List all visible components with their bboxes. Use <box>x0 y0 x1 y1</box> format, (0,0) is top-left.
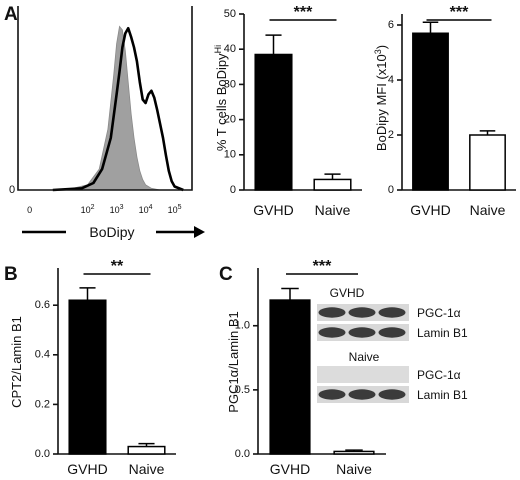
y-tick-label: 50 <box>224 8 236 20</box>
histogram-y-tick-0: 0 <box>9 184 15 196</box>
y-tick-label: 30 <box>224 78 236 90</box>
bar-chart-cpt2: CPT2/Lamin B1 0.0 0.2 0.4 0.6 GVHD Naive ** <box>9 258 176 477</box>
histogram-black-line-series <box>52 26 184 192</box>
blot-band <box>378 389 406 400</box>
blot-label-naive-laminb1: Lamin B1 <box>417 388 468 402</box>
bar-chart-cpt2-ylabel: CPT2/Lamin B1 <box>9 316 24 408</box>
histogram-x-tick-label: 102 <box>81 204 95 215</box>
category-label-gvhd: GVHD <box>270 461 310 477</box>
bar-chart-percent-bodipy: % T cells BoDipyHi 0 10 20 30 40 50 GVHD Naive *… <box>213 4 362 218</box>
y-tick-label: 0 <box>230 184 236 196</box>
histogram-x-tick-label: 105 <box>168 204 182 215</box>
significance-stars: *** <box>294 4 313 21</box>
blot-band <box>378 307 406 318</box>
category-label-gvhd: GVHD <box>67 461 107 477</box>
y-tick-label: 0.0 <box>35 448 50 460</box>
blot-band <box>318 389 346 400</box>
y-tick-label: 0.5 <box>235 384 250 396</box>
category-label-gvhd: GVHD <box>253 202 293 218</box>
category-label-naive: Naive <box>336 461 372 477</box>
y-tick-label: 0.0 <box>235 448 250 460</box>
panel-letter-c: C <box>219 264 233 285</box>
y-tick-label: 0.4 <box>35 349 50 361</box>
histogram-axes <box>17 6 193 191</box>
blot-bands <box>318 307 406 400</box>
category-label-naive: Naive <box>470 202 506 218</box>
blot-group-title-naive: Naive <box>349 350 380 364</box>
blot-strip-naive-pgc1a <box>317 366 409 383</box>
bar-chart-percent-ylabel: % T cells BoDipyHi <box>213 45 229 151</box>
bar-chart-bodipy-mfi: BoDipy MFI (x103) 0 2 4 6 GVHD Naive *** <box>373 4 516 218</box>
blot-band <box>348 389 376 400</box>
bar-naive <box>127 445 166 455</box>
y-tick-label: 0 <box>388 184 394 196</box>
histogram-x-tick-label: 0 <box>27 205 32 215</box>
western-blot-inset: GVHD PGC-1α Lamin B1 Naive PGC-1α Lamin … <box>317 286 468 403</box>
bar-chart-mfi-ylabel: BoDipy MFI (x103) <box>373 45 389 151</box>
y-tick-label: 2 <box>388 129 394 141</box>
bar-naive <box>313 178 352 191</box>
panel-letter-b: B <box>4 264 18 285</box>
bar-naive <box>333 450 375 455</box>
y-tick-label: 10 <box>224 149 236 161</box>
bar-gvhd <box>254 53 293 191</box>
panel-letter-a: A <box>4 4 18 25</box>
histogram-xlabel: BoDipy <box>89 224 134 240</box>
significance-stars: ** <box>111 258 124 275</box>
histogram-panel: 0 0 102 103 104 105 BoDipy <box>9 6 205 240</box>
histogram-xlabel-arrow-icon <box>194 226 205 238</box>
bar-chart-pgc1a-ylabel: PGC1α/Lamin B1 <box>226 311 241 412</box>
bar-gvhd <box>412 32 449 191</box>
blot-band <box>348 327 376 338</box>
significance-stars: *** <box>313 258 332 275</box>
category-label-gvhd: GVHD <box>410 202 450 218</box>
histogram-x-tick-labels: 0 102 103 104 105 <box>27 204 182 215</box>
blot-label-gvhd-pgc1a: PGC-1α <box>417 306 461 320</box>
y-tick-label: 4 <box>388 74 394 86</box>
y-tick-label: 20 <box>224 114 236 126</box>
histogram-x-tick-label: 103 <box>110 204 124 215</box>
bar-gvhd <box>269 299 311 455</box>
bar-naive <box>469 134 506 191</box>
blot-band <box>318 307 346 318</box>
blot-band <box>318 327 346 338</box>
blot-band <box>348 307 376 318</box>
blot-label-naive-pgc1a: PGC-1α <box>417 368 461 382</box>
histogram-x-tick-label: 104 <box>139 204 153 215</box>
y-tick-label: 1.0 <box>235 320 250 332</box>
y-tick-label: 0.2 <box>35 398 50 410</box>
bar-chart-pgc1a: PGC1α/Lamin B1 0.0 0.5 1.0 GVHD Naive *** <box>226 258 386 477</box>
category-label-naive: Naive <box>129 461 165 477</box>
y-tick-label: 40 <box>224 43 236 55</box>
blot-band <box>378 327 406 338</box>
y-tick-label: 0.6 <box>35 299 50 311</box>
blot-group-title-gvhd: GVHD <box>330 286 365 300</box>
category-label-naive: Naive <box>315 202 351 218</box>
y-tick-label: 6 <box>388 19 394 31</box>
blot-label-gvhd-laminb1: Lamin B1 <box>417 326 468 340</box>
significance-stars: *** <box>450 4 469 21</box>
bar-gvhd <box>68 299 107 455</box>
